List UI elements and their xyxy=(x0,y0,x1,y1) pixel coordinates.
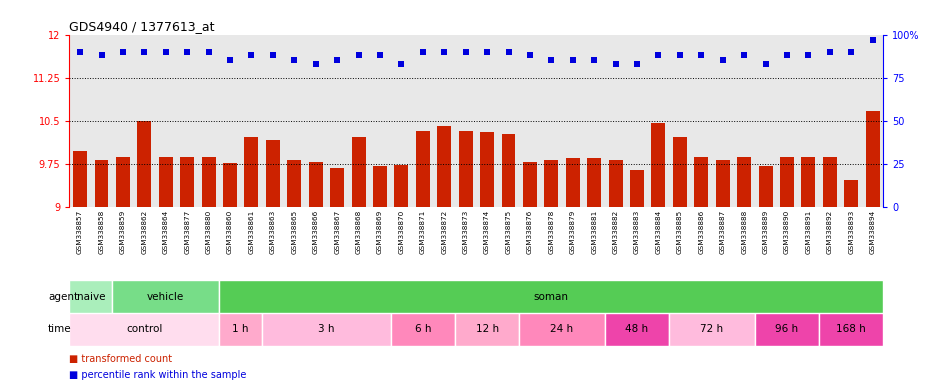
Text: 12 h: 12 h xyxy=(475,324,499,334)
Bar xyxy=(265,140,280,207)
Bar xyxy=(755,313,820,346)
Bar xyxy=(501,134,515,207)
Bar xyxy=(523,162,536,207)
Bar xyxy=(566,159,580,207)
Bar xyxy=(116,157,130,207)
Text: GDS4940 / 1377613_at: GDS4940 / 1377613_at xyxy=(69,20,215,33)
Bar xyxy=(758,166,772,207)
Text: soman: soman xyxy=(534,291,569,302)
Bar xyxy=(219,280,883,313)
Bar xyxy=(780,157,794,207)
Bar xyxy=(219,313,262,346)
Bar xyxy=(180,157,194,207)
Bar xyxy=(587,159,601,207)
Bar xyxy=(845,180,858,207)
Bar xyxy=(223,163,237,207)
Bar xyxy=(455,313,519,346)
Bar xyxy=(288,160,302,207)
Text: agent: agent xyxy=(48,291,78,302)
Bar xyxy=(112,280,219,313)
Bar xyxy=(519,313,605,346)
Bar xyxy=(94,160,108,207)
Text: 96 h: 96 h xyxy=(775,324,798,334)
Text: control: control xyxy=(126,324,163,334)
Bar xyxy=(801,157,815,207)
Bar xyxy=(352,137,365,207)
Bar xyxy=(69,280,112,313)
Bar xyxy=(73,151,87,207)
Bar xyxy=(823,157,837,207)
Bar xyxy=(459,131,473,207)
Text: ■ percentile rank within the sample: ■ percentile rank within the sample xyxy=(69,370,247,380)
Text: 3 h: 3 h xyxy=(318,324,335,334)
Bar xyxy=(820,313,883,346)
Bar xyxy=(695,157,709,207)
Bar xyxy=(737,157,751,207)
Bar xyxy=(373,166,387,207)
Bar xyxy=(669,313,755,346)
Bar xyxy=(866,111,880,207)
Bar xyxy=(630,170,644,207)
Bar xyxy=(416,131,430,207)
Bar xyxy=(69,313,219,346)
Bar xyxy=(202,157,216,207)
Bar xyxy=(262,313,390,346)
Bar xyxy=(244,137,258,207)
Bar xyxy=(609,160,623,207)
Text: 6 h: 6 h xyxy=(414,324,431,334)
Bar xyxy=(716,160,730,207)
Bar xyxy=(545,160,559,207)
Text: 72 h: 72 h xyxy=(700,324,723,334)
Text: naive: naive xyxy=(77,291,105,302)
Bar xyxy=(159,157,173,207)
Text: vehicle: vehicle xyxy=(147,291,184,302)
Bar xyxy=(480,132,494,207)
Text: 168 h: 168 h xyxy=(836,324,866,334)
Bar xyxy=(138,121,152,207)
Bar xyxy=(651,123,665,207)
Bar xyxy=(309,162,323,207)
Text: ■ transformed count: ■ transformed count xyxy=(69,354,172,364)
Text: 1 h: 1 h xyxy=(232,324,249,334)
Bar xyxy=(605,313,669,346)
Bar xyxy=(390,313,455,346)
Bar xyxy=(672,137,687,207)
Text: 24 h: 24 h xyxy=(550,324,574,334)
Text: 48 h: 48 h xyxy=(625,324,648,334)
Bar xyxy=(394,165,408,207)
Text: time: time xyxy=(48,324,71,334)
Bar xyxy=(330,168,344,207)
Bar xyxy=(438,126,451,207)
